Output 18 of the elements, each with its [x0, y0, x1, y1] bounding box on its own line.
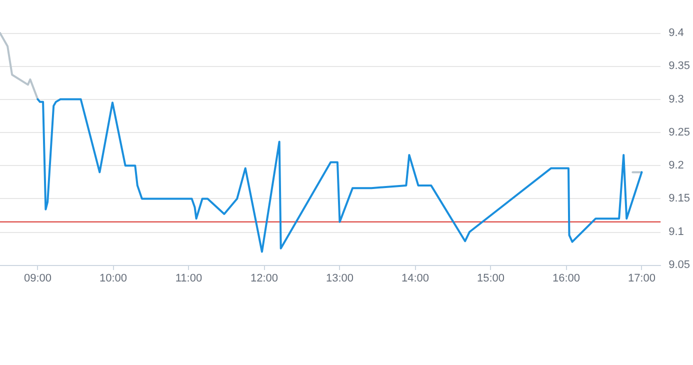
- y-tick-label: 9.2: [668, 160, 684, 172]
- x-tick-label: 09:00: [24, 272, 52, 284]
- x-tick-label: 17:00: [628, 272, 656, 284]
- y-tick-label: 9.4: [668, 27, 684, 39]
- x-tick-label: 13:00: [326, 272, 354, 284]
- y-tick-label: 9.05: [668, 259, 690, 271]
- x-tick-label: 12:00: [250, 272, 278, 284]
- x-tick-label: 11:00: [175, 272, 202, 284]
- line-series: [36, 98, 643, 253]
- y-tick-label: 9.3: [668, 93, 684, 106]
- x-tick-label: 15:00: [476, 272, 504, 284]
- x-tick-label: 14:00: [401, 272, 429, 284]
- x-tick-label: 10:00: [99, 272, 128, 284]
- y-tick-label: 9.15: [668, 192, 690, 205]
- y-tick-label: 9.25: [668, 126, 690, 138]
- y-tick-label: 9.1: [668, 226, 684, 238]
- x-tick-label: 16:00: [552, 272, 580, 284]
- y-tick-label: 9.35: [668, 60, 690, 72]
